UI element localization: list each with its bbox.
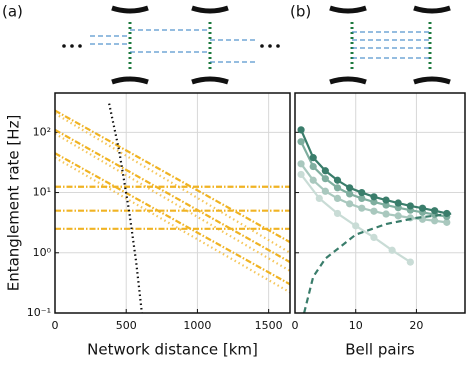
y-tick-label: 10¹ [33, 186, 51, 199]
data-point [370, 233, 378, 242]
x-tick-label: 20 [409, 319, 423, 332]
data-point [382, 201, 390, 209]
data-line [55, 109, 290, 244]
data-point [394, 199, 402, 207]
data-point [358, 188, 366, 197]
data-point [333, 184, 342, 192]
x-tick-label: 1000 [183, 319, 211, 332]
x-tick-label: 1500 [255, 319, 283, 332]
data-line [303, 212, 453, 313]
y-axis-label: Entanglement rate [Hz] [5, 115, 23, 292]
data-point [370, 193, 378, 201]
x-tick-label: 10 [349, 319, 363, 332]
data-line [55, 152, 290, 286]
data-point [309, 154, 317, 162]
data-point [370, 207, 378, 215]
x-tick-label: 500 [116, 319, 137, 332]
data-point [346, 184, 354, 192]
data-line [55, 128, 290, 264]
panel-label: (a) [2, 3, 23, 21]
data-point [333, 209, 342, 218]
data-point [358, 204, 366, 212]
data-point [382, 210, 390, 218]
data-point [388, 246, 396, 254]
panel-label: (b) [290, 3, 311, 21]
data-point [297, 170, 305, 179]
y-tick-label: 10² [33, 125, 51, 138]
data-line [55, 112, 290, 254]
data-point [333, 194, 342, 202]
data-line [55, 156, 290, 294]
data-point [321, 175, 329, 183]
data-point [309, 162, 317, 171]
data-point [406, 258, 414, 266]
data-point [358, 194, 366, 202]
data-point [352, 222, 360, 230]
data-point [297, 138, 305, 146]
plot-frame [294, 92, 466, 314]
data-point [406, 202, 414, 210]
data-point [431, 207, 439, 215]
data-point [321, 167, 329, 175]
data-point [315, 194, 323, 202]
chain-diagram [62, 5, 451, 85]
data-point [309, 176, 317, 184]
data-point [382, 196, 390, 204]
data-point [370, 198, 378, 206]
data-line [108, 103, 143, 313]
y-tick-label: 10⁻¹ [27, 306, 51, 319]
x-tick-label: 0 [52, 319, 59, 332]
data-point [418, 204, 427, 212]
data-point [431, 217, 439, 225]
data-line [55, 132, 290, 272]
x-axis-label: Bell pairs [345, 341, 415, 359]
x-axis-label: Network distance [km] [87, 341, 258, 359]
data-point [297, 126, 305, 134]
y-tick-label: 10⁰ [33, 246, 52, 259]
data-point [443, 218, 451, 226]
data-point [333, 176, 342, 184]
plot-frame [54, 92, 291, 314]
data-point [346, 200, 354, 208]
data-point [394, 212, 402, 220]
data-point [297, 160, 305, 168]
data-point [321, 187, 329, 195]
data-point [346, 190, 354, 198]
x-tick-label: 0 [292, 319, 299, 332]
